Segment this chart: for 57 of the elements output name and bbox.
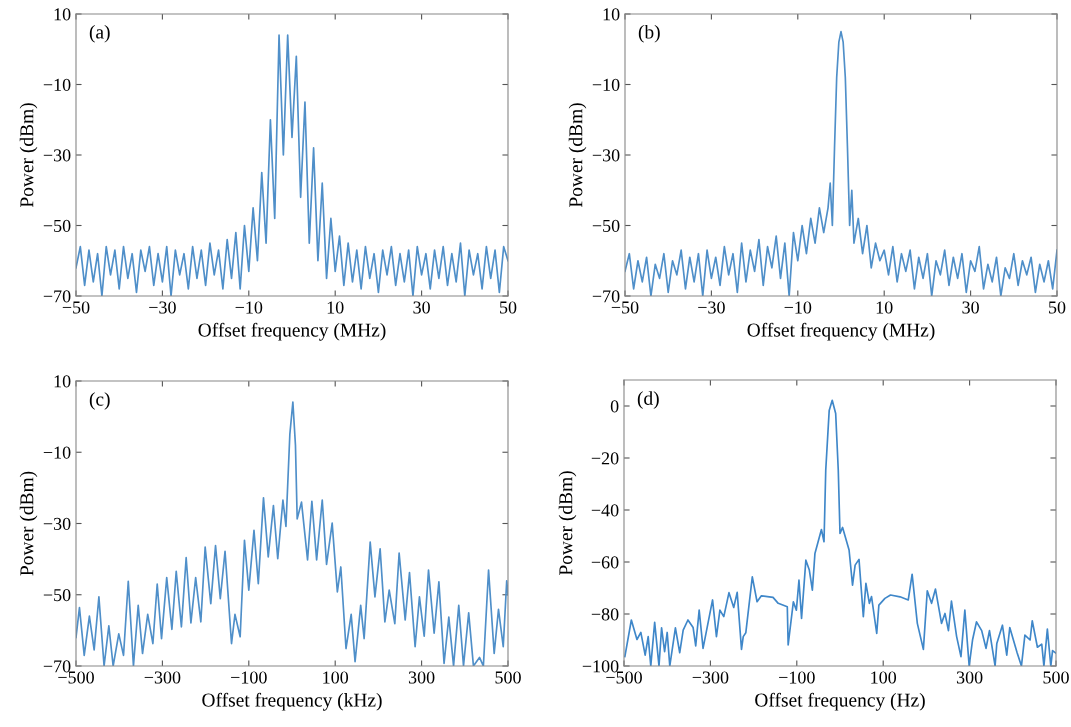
y-tick-label: −70 — [592, 290, 620, 303]
x-tick-label: 10 — [327, 301, 344, 314]
x-tick-label: 300 — [408, 671, 435, 684]
y-axis-title: Power (dBm) — [19, 471, 38, 576]
y-tick-label: −30 — [43, 149, 71, 162]
x-tick-label: −30 — [149, 301, 176, 314]
x-axis-title: Offset frequency (Hz) — [755, 692, 925, 711]
y-tick-label: −30 — [592, 149, 620, 162]
x-tick-label: 50 — [1049, 301, 1066, 314]
x-tick-label: −100 — [779, 671, 815, 684]
y-tick-label: −70 — [43, 290, 71, 303]
annotation: (a) — [89, 24, 110, 43]
x-tick-label: −50 — [611, 301, 639, 314]
x-tick-label: −500 — [58, 671, 94, 684]
y-tick-label: −100 — [582, 660, 619, 673]
x-tick-label: 50 — [500, 301, 517, 314]
x-tick-label: 10 — [876, 301, 893, 314]
y-tick-label: 0 — [610, 400, 619, 413]
annotation: (b) — [638, 24, 660, 43]
x-tick-label: −300 — [692, 671, 729, 684]
annotation: (d) — [637, 391, 659, 409]
x-tick-label: 500 — [495, 671, 521, 684]
y-tick-label: −30 — [43, 517, 71, 530]
x-tick-label: −10 — [784, 301, 812, 314]
x-tick-label: 100 — [871, 671, 897, 684]
y-axis-title: Power (dBm) — [558, 471, 577, 576]
x-tick-label: 30 — [413, 301, 430, 314]
y-axis-title: Power (dBm) — [19, 103, 38, 208]
x-tick-label: −30 — [698, 301, 725, 314]
y-tick-label: −20 — [591, 452, 619, 465]
x-tick-label: −100 — [231, 671, 267, 684]
x-tick-label: 300 — [956, 671, 983, 684]
x-tick-label: 500 — [1043, 671, 1069, 684]
x-tick-label: −300 — [144, 671, 181, 684]
x-axis-title: Offset frequency (MHz) — [747, 322, 935, 341]
y-axis-title: Power (dBm) — [568, 103, 587, 208]
y-tick-label: −40 — [591, 504, 619, 517]
y-tick-label: −10 — [43, 446, 71, 459]
x-tick-label: 30 — [962, 301, 979, 314]
x-tick-label: 100 — [323, 671, 349, 684]
y-tick-label: −80 — [591, 608, 619, 621]
x-axis-title: Offset frequency (kHz) — [202, 692, 382, 711]
x-tick-label: −500 — [606, 671, 642, 684]
x-tick-label: −50 — [62, 301, 90, 314]
y-tick-label: −70 — [43, 660, 71, 673]
annotation: (c) — [89, 392, 110, 410]
y-tick-label: −10 — [592, 78, 620, 91]
y-tick-label: 10 — [54, 375, 71, 388]
y-tick-label: −50 — [43, 589, 71, 602]
y-tick-label: −50 — [43, 219, 71, 232]
y-tick-label: −60 — [591, 556, 619, 569]
x-axis-title: Offset frequency (MHz) — [198, 322, 386, 341]
x-tick-label: −10 — [235, 301, 263, 314]
y-tick-label: −50 — [592, 219, 620, 232]
y-tick-label: 10 — [54, 8, 71, 21]
y-tick-label: 10 — [603, 8, 620, 21]
y-tick-label: −10 — [43, 78, 71, 91]
